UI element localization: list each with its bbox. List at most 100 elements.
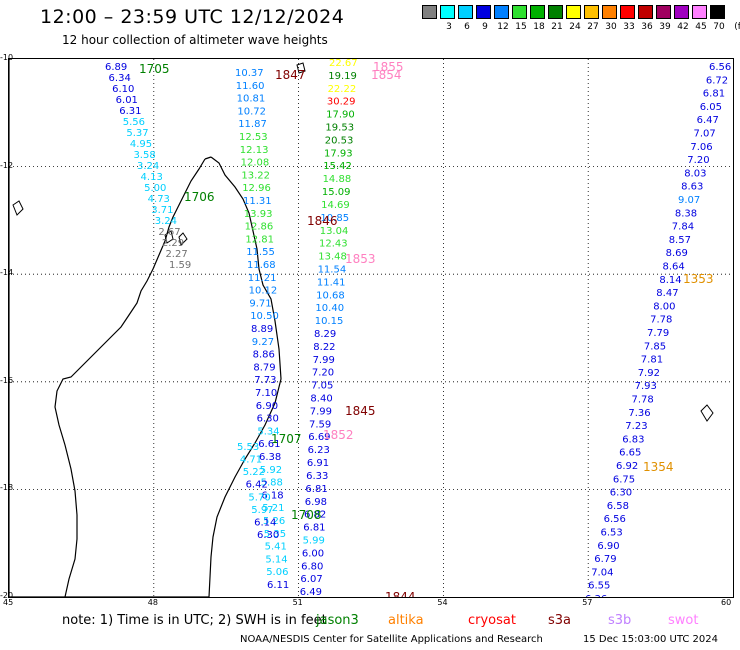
pass-label: 1705 xyxy=(139,62,170,76)
wave-height-value: 11.60 xyxy=(236,81,265,92)
wave-height-value: 13.48 xyxy=(318,252,347,263)
wave-height-value: 2.67 xyxy=(158,227,180,238)
wave-height-value: 6.92 xyxy=(616,461,638,472)
wave-height-value: 6.53 xyxy=(601,528,623,539)
altimeter-tracks: 6.896.346.106.016.315.565.374.953.583.24… xyxy=(105,59,731,597)
wave-height-value: 6.80 xyxy=(301,561,323,572)
wave-height-value: 6.83 xyxy=(622,434,644,445)
scale-swatch xyxy=(548,5,563,19)
satellite-legend-item: s3b xyxy=(608,613,632,628)
wave-height-value: 10.37 xyxy=(235,68,264,79)
scale-swatch xyxy=(422,5,437,19)
lon-label: 54 xyxy=(437,598,448,607)
wave-height-value: 6.42 xyxy=(246,480,268,491)
scale-swatch xyxy=(440,5,455,19)
scale-label: 70 xyxy=(713,22,725,32)
pass-label: 1708 xyxy=(291,508,322,522)
wave-height-value: 2.29 xyxy=(162,238,184,249)
map-canvas: 6.896.346.106.016.315.565.374.953.583.24… xyxy=(9,59,733,597)
scale-swatch xyxy=(584,5,599,19)
wave-height-value: 20.53 xyxy=(325,135,354,146)
scale-swatch xyxy=(692,5,707,19)
satellite-legend-item: cryosat xyxy=(468,613,516,628)
island-agalega xyxy=(296,62,306,74)
wave-height-value: 5.06 xyxy=(266,567,288,578)
scale-swatch xyxy=(530,5,545,19)
wave-height-value: 19.53 xyxy=(325,123,354,134)
wave-height-value: 8.86 xyxy=(253,350,275,361)
wave-height-value: 8.00 xyxy=(653,301,675,312)
wave-height-value: 11.21 xyxy=(248,273,277,284)
wave-height-value: 6.14 xyxy=(254,517,276,528)
wave-height-value: 4.13 xyxy=(141,172,163,183)
wave-height-value: 4.73 xyxy=(148,194,170,205)
wave-height-value: 5.34 xyxy=(257,426,279,437)
wave-height-value: 12.96 xyxy=(242,183,271,194)
satellite-legend-item: s3a xyxy=(548,613,572,628)
pass-label: 1855 xyxy=(373,60,404,74)
wave-height-value: 6.11 xyxy=(267,580,289,591)
wave-height-value: 6.91 xyxy=(307,458,329,469)
scale-label: 42 xyxy=(677,22,689,32)
footer-note: note: 1) Time is in UTC; 2) SWH is in fe… xyxy=(62,613,327,628)
wave-height-value: 6.23 xyxy=(308,445,330,456)
wave-height-value: 12.81 xyxy=(245,234,274,245)
wave-height-value: 6.61 xyxy=(258,439,280,450)
wave-height-value: 7.59 xyxy=(309,419,331,430)
wave-height-value: 15.09 xyxy=(322,187,351,198)
scale-swatch xyxy=(674,5,689,19)
wave-height-value: 30.29 xyxy=(327,97,356,108)
page-subtitle: 12 hour collection of altimeter wave hei… xyxy=(62,33,328,47)
wave-height-value: 3.71 xyxy=(151,205,173,216)
wave-height-value: 10.72 xyxy=(237,106,266,117)
satellite-legend-item: jason3 xyxy=(316,613,359,628)
wave-height-value: 10.81 xyxy=(237,94,266,105)
satellite-legend-item: swot xyxy=(668,613,699,628)
wave-height-value: 7.05 xyxy=(311,381,333,392)
wave-height-value: 6.90 xyxy=(256,401,278,412)
pass-label: 1846 xyxy=(307,214,338,228)
wave-height-value: 6.90 xyxy=(597,541,619,552)
wave-height-value: 10.68 xyxy=(316,290,345,301)
wave-height-value: 11.31 xyxy=(243,196,272,207)
scale-label: 12 xyxy=(497,22,509,32)
pass-label: 1853 xyxy=(345,252,376,266)
wave-height-value: 6.55 xyxy=(588,581,610,592)
wave-height-value: 11.68 xyxy=(247,260,276,271)
scale-swatch xyxy=(620,5,635,19)
lat-label: -16 xyxy=(0,375,14,385)
scale-swatch xyxy=(710,5,725,19)
scale-unit: (ft) xyxy=(734,22,740,32)
wave-height-value: 7.07 xyxy=(694,129,716,140)
wave-height-value: 7.92 xyxy=(638,368,660,379)
wave-height-value: 5.92 xyxy=(260,465,282,476)
footer-date: 15 Dec 15:03:00 UTC 2024 xyxy=(583,634,718,645)
wave-height-value: 5.41 xyxy=(265,542,287,553)
wave-height-value: 6.18 xyxy=(261,490,283,501)
wave-height-value: 6.49 xyxy=(300,587,322,597)
island-reunion-east xyxy=(700,404,714,422)
wave-height-value: 6.81 xyxy=(303,523,325,534)
scale-swatch xyxy=(638,5,653,19)
wave-height-value: 13.22 xyxy=(241,170,270,181)
wave-height-value: 5.70 xyxy=(248,492,270,503)
pass-label: 1847 xyxy=(275,68,306,82)
scale-label: 3 xyxy=(446,22,452,32)
wave-height-value: 6.79 xyxy=(594,554,616,565)
wave-height-value: 5.88 xyxy=(261,478,283,489)
wave-height-value: 7.99 xyxy=(310,406,332,417)
wave-height-value: 5.00 xyxy=(144,183,166,194)
wave-height-value: 17.90 xyxy=(326,110,355,121)
wave-height-value: 7.20 xyxy=(312,368,334,379)
wave-height-value: 4.71 xyxy=(240,455,262,466)
wave-height-value: 2.27 xyxy=(165,249,187,260)
wave-height-value: 9.07 xyxy=(678,195,700,206)
wave-height-value: 10.15 xyxy=(315,316,344,327)
scale-swatch xyxy=(512,5,527,19)
wave-height-value: 6.81 xyxy=(703,89,725,100)
wave-height-value: 15.42 xyxy=(323,161,352,172)
wave-height-value: 5.22 xyxy=(243,467,265,478)
wave-height-value: 5.35 xyxy=(264,529,286,540)
wave-height-value: 8.03 xyxy=(684,168,706,179)
